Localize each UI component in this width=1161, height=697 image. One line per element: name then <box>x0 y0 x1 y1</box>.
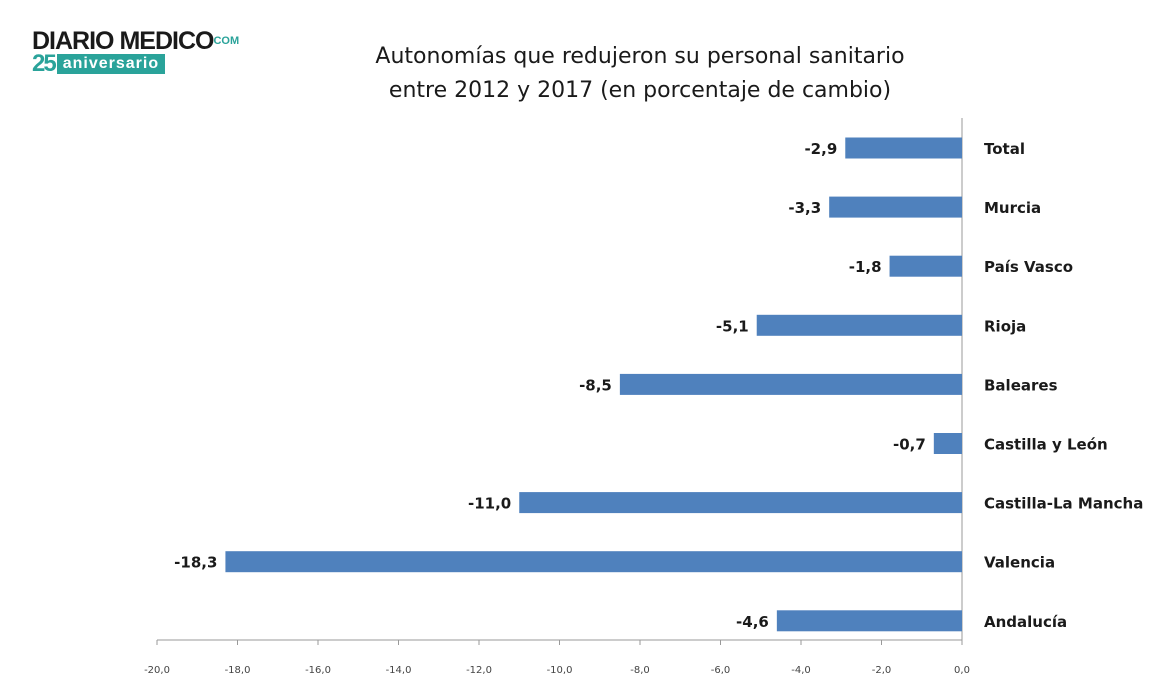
diario-medico-logo: DIARIO MEDICOCOM 25 aniversario <box>32 28 239 76</box>
x-tick-label: -8,0 <box>630 665 650 676</box>
bar-value-label: -0,7 <box>893 436 926 454</box>
x-tick-label: -2,0 <box>872 665 892 676</box>
chart-title-line-2: entre 2012 y 2017 (en porcentaje de camb… <box>388 78 892 103</box>
bar <box>933 433 962 454</box>
logo-anniversary: 25 aniversario <box>32 52 239 76</box>
category-label: Andalucía <box>984 613 1067 631</box>
x-tick-label: -10,0 <box>547 665 573 676</box>
bar-value-label: -5,1 <box>716 317 749 335</box>
x-tick-label: 0,0 <box>954 665 970 676</box>
x-tick-label: -20,0 <box>144 665 170 676</box>
bar-value-label: -1,8 <box>849 258 882 276</box>
category-label: Murcia <box>984 199 1041 217</box>
bar-value-label: -2,9 <box>804 140 837 158</box>
bar <box>776 610 962 632</box>
chart-title: Autonomías que redujeron su personal san… <box>300 40 980 108</box>
bar <box>889 255 962 277</box>
x-tick-label: -16,0 <box>305 665 331 676</box>
bar <box>829 196 962 218</box>
category-label: Castilla-La Mancha <box>984 495 1143 513</box>
x-tick-label: -18,0 <box>225 665 251 676</box>
bar-value-label: -11,0 <box>468 495 511 513</box>
logo-wordmark: DIARIO MEDICOCOM <box>32 27 240 55</box>
category-label: Baleares <box>984 376 1058 394</box>
category-label: Valencia <box>984 554 1055 572</box>
logo-anniversary-label: aniversario <box>56 54 166 74</box>
bar-value-label: -8,5 <box>579 376 612 394</box>
bar <box>845 137 962 159</box>
bar <box>756 314 962 336</box>
logo-25-number: 25 <box>32 50 57 77</box>
category-label: Total <box>984 140 1025 158</box>
bar-value-label: -18,3 <box>174 554 217 572</box>
bar <box>225 551 963 573</box>
category-label: Rioja <box>984 317 1026 335</box>
chart-title-line-1: Autonomías que redujeron su personal san… <box>375 44 905 69</box>
bar-value-label: -3,3 <box>788 199 821 217</box>
category-label: Castilla y León <box>984 436 1108 454</box>
x-tick-label: -12,0 <box>466 665 492 676</box>
x-tick-label: -6,0 <box>711 665 731 676</box>
bar-value-label: -4,6 <box>736 613 769 631</box>
bar <box>519 492 962 514</box>
x-tick-label: -14,0 <box>386 665 412 676</box>
bar <box>619 373 962 395</box>
category-label: País Vasco <box>984 258 1073 276</box>
x-tick-label: -4,0 <box>791 665 811 676</box>
logo-com-suffix: COM <box>213 35 240 47</box>
